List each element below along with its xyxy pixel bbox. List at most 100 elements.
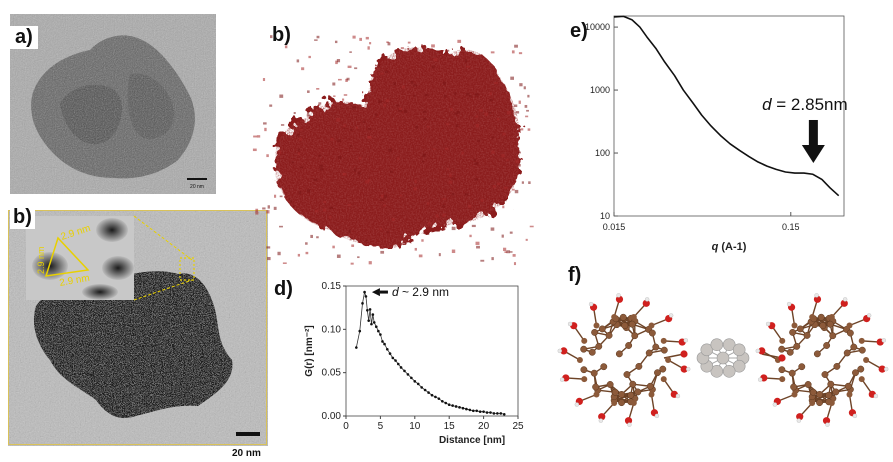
data-point [381,340,384,343]
x-tick-label: 0.015 [603,222,626,232]
carbon-atom [822,371,828,377]
data-point [355,346,358,349]
hydrogen-atom [627,423,631,427]
inset-image: 2.9 nm 2.9 nm 2.9 nm [26,216,134,300]
inset-annotation-2: 2.9 nm [36,246,46,274]
data-point [375,325,378,328]
carbon-atom [792,323,798,329]
carbon-atom [591,329,597,335]
data-point [377,330,380,333]
data-point [479,410,482,413]
carbon-atom [787,349,793,355]
carbon-atom [599,326,605,332]
panel-f: f) [556,258,893,457]
data-point [394,359,397,362]
carbon-atom [823,342,829,348]
y-tick-label: 0.00 [322,411,342,422]
carbon-atom [594,391,600,397]
oxygen-atom [778,354,785,361]
carbon-atom [816,399,822,405]
data-point [472,410,475,413]
data-point [367,319,370,322]
annotation-text: d ~ 2.9 nm [392,285,449,299]
carbon-atom [611,400,617,406]
carbon-atom [851,344,857,350]
panel-b-tomogram-label: b) [10,206,35,229]
carbon-atom [631,314,637,320]
tomogram-image: 2.9 nm 2.9 nm 2.9 nm [8,210,268,446]
hydrogen-atom [589,302,593,306]
carbon-atom [805,381,811,387]
data-point [438,397,441,400]
x-tick-label: 0 [343,421,349,432]
data-point [369,308,372,311]
x-axis-label: Distance [nm] [439,435,505,446]
carbon-atom [797,326,803,332]
data-point [372,313,375,316]
data-point [397,363,400,366]
carbon-atom [594,323,600,329]
carbon-atom [814,351,820,357]
carbon-atom [809,314,815,320]
carbon-atom [625,342,631,348]
carbon-atom [580,346,586,352]
carbon-atom [646,350,652,356]
data-point [462,407,465,410]
data-point [444,402,447,405]
carbon-atom [631,400,637,406]
data-point [366,309,369,312]
plot-frame [614,16,844,216]
carbon-atom [859,376,865,382]
data-point [389,352,392,355]
carbon-atom [606,332,612,338]
y-tick-label: 1000 [590,85,610,95]
carbon-atom [833,389,839,395]
carbon-atom [647,383,653,389]
molecular-model [556,258,893,457]
carbon-atom [665,357,671,363]
carbon-atom [601,363,607,369]
hydrogen-atom [867,313,871,317]
carbon-atom [635,389,641,395]
carbon-atom [792,391,798,397]
hydrogen-atom [756,349,760,353]
data-point [503,413,506,416]
hydrogen-atom [568,322,572,326]
scale-bar-line [187,178,207,180]
data-point [486,411,489,414]
carbon-atom [592,384,598,390]
y-tick-label: 0.05 [322,368,342,379]
hydrogen-atom [575,403,579,407]
hydrogen-atom [655,414,659,418]
hydrogen-atom [558,349,562,353]
carbon-atom [628,392,634,398]
carbon-atom [829,400,835,406]
annotation-text: d = 2.85nm [762,95,848,114]
hydrogen-atom [669,313,673,317]
panel-b-tomogram: 2.9 nm 2.9 nm 2.9 nm b) 20 nm [8,210,268,446]
x-tick-label: 20 [478,421,490,432]
x-axis-label: q (A-1) [712,241,747,253]
carbon-atom [661,376,667,382]
y-tick-label: 10 [600,211,610,221]
annotation-arrow [802,145,825,163]
carbon-atom [632,333,638,339]
hydrogen-atom [874,394,878,398]
silver-atom [723,365,735,377]
carbon-atom [818,314,824,320]
carbon-atom [847,330,853,336]
carbon-atom [810,389,816,395]
3d-reconstruction [232,14,544,274]
hydrogen-atom [787,302,791,306]
carbon-atom [834,363,840,369]
data-point [420,386,423,389]
carbon-atom [789,329,795,335]
hydrogen-atom [884,367,888,371]
hydrogen-atom [684,338,688,342]
y-tick-label: 0.10 [322,324,342,335]
carbon-atom [581,338,587,344]
carbon-atom [809,400,815,406]
